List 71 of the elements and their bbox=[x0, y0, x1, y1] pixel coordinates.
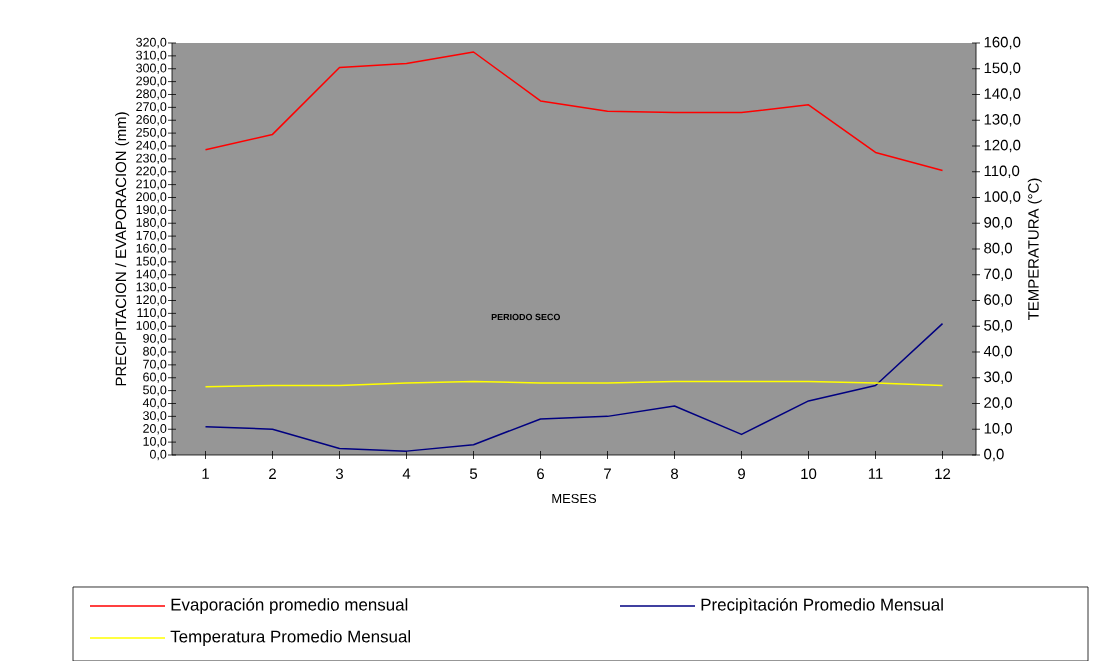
y2-tick-label: 150,0 bbox=[984, 62, 1021, 75]
y2-tick-label: 30,0 bbox=[984, 371, 1013, 384]
y-tick-label: 80,0 bbox=[143, 346, 167, 357]
y2-tick-label: 140,0 bbox=[984, 88, 1021, 101]
legend-label: Temperatura Promedio Mensual bbox=[170, 629, 411, 646]
x-tick-label: 8 bbox=[671, 468, 679, 479]
line-series bbox=[204, 51, 944, 172]
y-tick-label: 100,0 bbox=[136, 320, 167, 332]
y2-tick-label: 100,0 bbox=[984, 191, 1021, 204]
legend-label: Precipìtación Promedio Mensual bbox=[701, 597, 943, 614]
y2-tick-label: 10,0 bbox=[984, 422, 1013, 436]
y-tick-label: 290,0 bbox=[136, 76, 167, 87]
x-tick-label: 11 bbox=[868, 468, 883, 479]
y-tick-label: 70,0 bbox=[143, 359, 167, 370]
y-tick-label: 220,0 bbox=[136, 166, 167, 177]
y-tick-label: 60,0 bbox=[143, 372, 167, 383]
y-axis-title: PRECIPITACION / EVAPORACION (mm) bbox=[115, 112, 130, 386]
y2-tick-label: 130,0 bbox=[984, 113, 1021, 127]
x-tick-label: 6 bbox=[537, 468, 545, 479]
y-tick-label: 20,0 bbox=[143, 423, 167, 435]
y2-tick-label: 40,0 bbox=[983, 345, 1013, 358]
y2-tick-label: 0,0 bbox=[984, 448, 1004, 461]
y-tick-label: 0,0 bbox=[149, 449, 167, 460]
y-tick-label: 240,0 bbox=[136, 140, 167, 151]
y2-tick-label: 90,0 bbox=[984, 216, 1013, 230]
y-tick-label: 260,0 bbox=[136, 114, 167, 126]
x-tick-label: 2 bbox=[269, 468, 276, 479]
y-tick-label: 50,0 bbox=[143, 385, 167, 396]
y-tick-label: 110,0 bbox=[137, 308, 167, 319]
y-tick-label: 190,0 bbox=[136, 205, 167, 216]
x-tick-label: 1 bbox=[202, 468, 209, 479]
y2-tick-label: 80,0 bbox=[984, 242, 1013, 255]
y-tick-label: 40,0 bbox=[142, 398, 167, 409]
legend-label: Evaporación promedio mensual bbox=[171, 597, 408, 614]
y-tick-label: 160,0 bbox=[136, 243, 167, 254]
y2-tick-label: 60,0 bbox=[984, 294, 1013, 307]
y-tick-label: 90,0 bbox=[143, 333, 167, 345]
y-tick-label: 150,0 bbox=[136, 256, 167, 267]
y-tick-label: 170,0 bbox=[136, 230, 167, 242]
x-axis-title: MESES bbox=[552, 493, 597, 503]
x-tick-label: 12 bbox=[935, 468, 951, 479]
y-tick-label: 230,0 bbox=[136, 153, 167, 164]
y-tick-label: 120,0 bbox=[136, 295, 167, 306]
y-tick-label: 210,0 bbox=[136, 179, 167, 190]
annotation: PERIODO SECO bbox=[491, 313, 561, 320]
y-tick-label: 140,0 bbox=[136, 269, 167, 280]
y-tick-label: 320,0 bbox=[136, 37, 167, 48]
y-tick-label: 280,0 bbox=[136, 89, 167, 100]
y-tick-label: 310,0 bbox=[136, 50, 167, 61]
y-tick-label: 250,0 bbox=[136, 127, 167, 139]
y-tick-label: 10,0 bbox=[143, 436, 167, 448]
y2-tick-label: 50,0 bbox=[984, 319, 1013, 333]
x-tick-label: 7 bbox=[604, 468, 611, 479]
y2-axis-title: TEMPERATURA (°C) bbox=[1027, 178, 1042, 320]
x-tick-label: 9 bbox=[738, 468, 745, 479]
x-tick-label: 4 bbox=[402, 468, 411, 479]
y-tick-label: 270,0 bbox=[136, 102, 167, 113]
line-series bbox=[204, 322, 944, 452]
y-tick-label: 200,0 bbox=[136, 192, 167, 203]
y-tick-label: 300,0 bbox=[136, 63, 167, 74]
y2-tick-label: 120,0 bbox=[984, 139, 1021, 152]
y2-tick-label: 160,0 bbox=[984, 36, 1021, 49]
y2-tick-label: 70,0 bbox=[984, 268, 1013, 281]
x-tick-label: 3 bbox=[335, 468, 344, 479]
y-tick-label: 130,0 bbox=[136, 282, 167, 293]
x-tick-label: 5 bbox=[469, 468, 478, 479]
x-tick-label: 10 bbox=[801, 468, 817, 479]
y2-tick-label: 110,0 bbox=[984, 165, 1020, 178]
y2-tick-label: 20,0 bbox=[984, 397, 1013, 410]
y-tick-label: 180,0 bbox=[136, 217, 167, 229]
y-tick-label: 30,0 bbox=[143, 411, 167, 422]
